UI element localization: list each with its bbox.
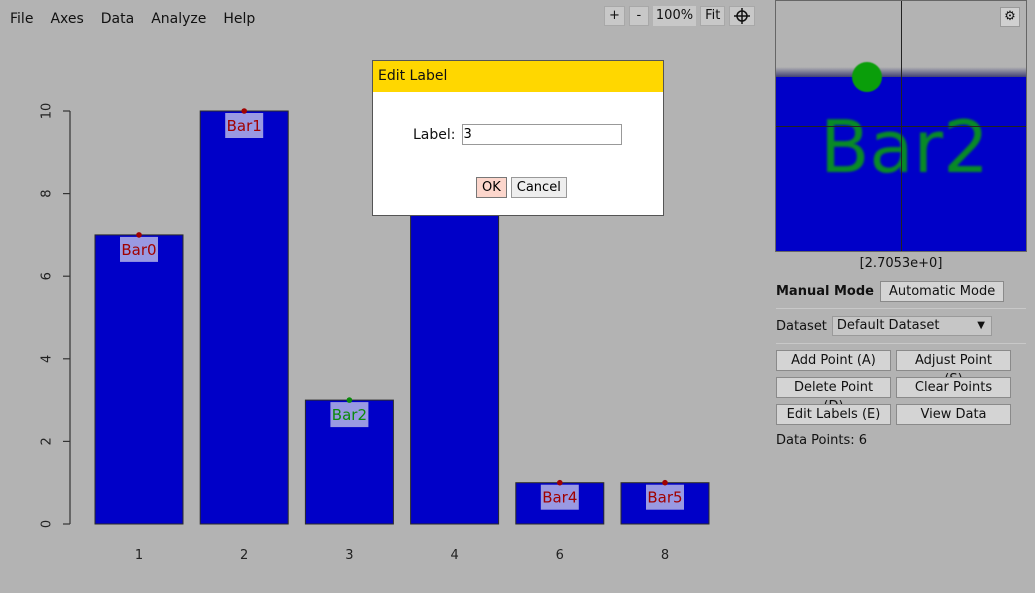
menu-analyze[interactable]: Analyze: [151, 11, 207, 27]
point-labels: Bar0 Bar1 Bar2 Bar4 Bar5: [120, 108, 684, 510]
zoom-out-button[interactable]: -: [628, 6, 649, 26]
point-label-text: Bar2: [332, 406, 367, 424]
x-tick-label: 1: [135, 548, 143, 563]
bar[interactable]: [94, 234, 184, 525]
view-data-button[interactable]: View Data: [896, 404, 1011, 425]
add-point-button[interactable]: Add Point (A): [776, 350, 891, 371]
coordinate-readout: [2.7053e+0]: [859, 256, 943, 271]
manual-mode-label: Manual Mode: [776, 284, 874, 299]
label-input[interactable]: [461, 124, 622, 145]
point-label[interactable]: Bar4: [540, 479, 579, 510]
data-point[interactable]: [557, 479, 563, 486]
data-point[interactable]: [136, 232, 142, 238]
x-tick-label: 2: [240, 548, 248, 563]
point-label-text: Bar4: [542, 489, 577, 507]
menu-axes[interactable]: Axes: [50, 11, 84, 27]
x-tick-label: 6: [556, 548, 564, 563]
x-tick-label: 8: [661, 548, 669, 563]
zoom-in-button[interactable]: +: [604, 6, 625, 26]
magnifier-point: [852, 62, 882, 92]
x-axis-tick-labels: 1 2 3 4 6 8: [135, 548, 669, 563]
point-label[interactable]: Bar2: [330, 397, 369, 428]
chevron-down-icon: ▼: [977, 320, 985, 331]
point-label-text: Bar5: [647, 489, 682, 507]
bar[interactable]: [199, 110, 289, 525]
clear-points-button[interactable]: Clear Points: [896, 377, 1011, 398]
point-label-background: [646, 484, 684, 510]
point-label-background: [330, 402, 369, 428]
y-tick-label: 6: [40, 272, 55, 280]
y-tick-label: 10: [40, 103, 55, 120]
gear-icon[interactable]: ⚙: [1000, 7, 1020, 27]
point-label-background: [540, 484, 579, 510]
adjust-point-button[interactable]: Adjust Point (S): [896, 350, 1011, 387]
crosshair-icon[interactable]: [729, 6, 756, 26]
data-points-count: Data Points: 6: [776, 433, 868, 448]
magnifier-label: Bar2: [820, 105, 989, 189]
point-label[interactable]: Bar1: [225, 108, 264, 138]
zoom-toolbar: + - 100% Fit: [604, 6, 756, 26]
ok-button[interactable]: OK: [476, 177, 507, 198]
point-label[interactable]: Bar5: [646, 479, 684, 510]
edit-labels-button[interactable]: Edit Labels (E): [776, 404, 891, 425]
data-point[interactable]: [241, 108, 247, 114]
menu-bar: File Axes Data Analyze Help: [0, 8, 262, 32]
fit-button[interactable]: Fit: [700, 6, 726, 26]
dataset-row: Dataset Default Dataset ▼: [776, 316, 992, 336]
menu-help[interactable]: Help: [223, 11, 256, 27]
magnifier-crosshair-horizontal: [776, 126, 1026, 127]
menu-file[interactable]: File: [10, 11, 34, 27]
y-tick-label: 8: [40, 189, 55, 197]
edit-label-dialog: Edit Label Label: OK Cancel: [372, 60, 664, 216]
y-tick-label: 4: [40, 355, 55, 363]
data-point[interactable]: [662, 479, 668, 486]
zoom-level: 100%: [652, 6, 697, 26]
dialog-title: Edit Label: [373, 61, 663, 92]
point-label-text: Bar0: [121, 241, 156, 259]
action-buttons: Add Point (A) Adjust Point (S) Delete Po…: [776, 350, 1011, 425]
divider: [776, 343, 1026, 344]
x-tick-label: 3: [345, 548, 353, 563]
dataset-select[interactable]: Default Dataset ▼: [831, 316, 992, 336]
y-axis: 0 2 4 6 8 10: [40, 103, 71, 528]
point-label-text: Bar1: [227, 117, 262, 135]
menu-data[interactable]: Data: [100, 11, 135, 27]
label-field-row: Label:: [413, 124, 622, 145]
cancel-button[interactable]: Cancel: [510, 177, 567, 198]
point-label[interactable]: Bar0: [120, 232, 158, 262]
automatic-mode-button[interactable]: Automatic Mode: [879, 281, 1005, 302]
label-field-label: Label:: [413, 126, 456, 143]
dataset-label: Dataset: [776, 318, 827, 334]
delete-point-button[interactable]: Delete Point (D): [776, 377, 891, 414]
magnifier-view[interactable]: Bar2 ⚙: [775, 0, 1027, 252]
y-tick-label: 2: [40, 437, 55, 445]
point-label-background: [120, 236, 158, 262]
x-tick-label: 4: [450, 548, 458, 563]
y-tick-label: 0: [40, 520, 55, 528]
divider: [776, 308, 1026, 309]
mode-row: Manual Mode Automatic Mode: [776, 281, 1005, 302]
dataset-selected-value: Default Dataset: [836, 318, 940, 333]
point-label-background: [225, 113, 264, 138]
data-point[interactable]: [346, 397, 353, 403]
dialog-buttons: OK Cancel: [476, 177, 567, 198]
